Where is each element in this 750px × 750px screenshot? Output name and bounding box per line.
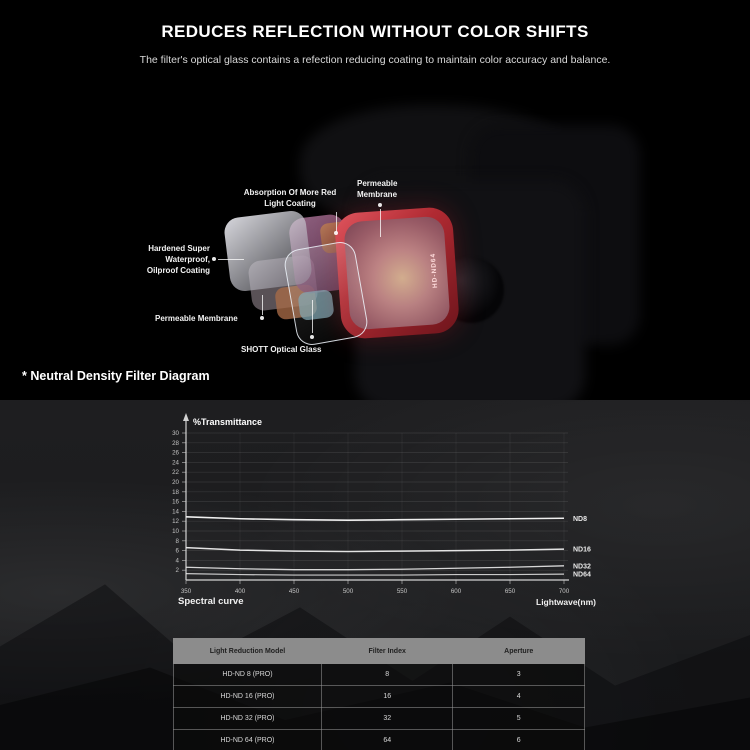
table-row: HD-ND 16 (PRO) 16 4 xyxy=(173,685,585,708)
pointer-dot-permeable-bottom xyxy=(260,316,264,320)
x-tick-label: 650 xyxy=(505,588,516,595)
pointer-dot-hardened xyxy=(212,257,216,261)
table-cell: HD-ND 32 (PRO) xyxy=(173,707,322,730)
y-tick-label: 10 xyxy=(172,528,179,535)
label-shott-optical-glass: SHOTT Optical Glass xyxy=(241,345,322,354)
x-tick-label: 500 xyxy=(343,588,354,595)
series-label-ND8: ND8 xyxy=(573,516,587,523)
table-cell: 8 xyxy=(320,663,454,686)
table-header-cell: Light Reduction Model xyxy=(173,638,322,664)
table-row: HD-ND 32 (PRO) 32 5 xyxy=(173,707,585,730)
pointer-line-hardened xyxy=(218,259,244,260)
y-tick-label: 30 xyxy=(172,430,179,437)
bottom-section: %Transmittance Spectral curve Lightwave(… xyxy=(0,400,750,750)
x-tick-label: 350 xyxy=(181,588,192,595)
label-permeable-membrane-bottom: Permeable Membrane xyxy=(155,314,238,323)
table-row: HD-ND 64 (PRO) 64 6 xyxy=(173,729,585,750)
table-cell: HD-ND 64 (PRO) xyxy=(173,729,322,750)
y-axis-arrow xyxy=(183,413,189,421)
series-label-ND32: ND32 xyxy=(573,563,591,570)
filter-spec-table: Light Reduction Model Filter Index Apertur… xyxy=(173,638,585,750)
pointer-dot-absorption xyxy=(334,231,338,235)
page-subtitle: The filter's optical glass contains a re… xyxy=(139,54,611,66)
pointer-line-absorption xyxy=(336,212,337,232)
series-label-ND16: ND16 xyxy=(573,547,591,554)
hero-photo: HD-ND64 Absorption Of More Red Light Coa… xyxy=(0,85,750,410)
series-line-ND16 xyxy=(185,546,565,553)
pointer-line-permeable-bottom xyxy=(262,295,263,315)
label-absorption-coating: Absorption Of More Red Light Coating xyxy=(243,188,337,208)
y-tick-label: 12 xyxy=(172,518,179,525)
y-tick-label: 22 xyxy=(172,469,179,476)
y-tick-label: 8 xyxy=(176,538,180,545)
chart-corner-label: Spectral curve xyxy=(178,596,243,607)
table-head: Light Reduction Model Filter Index Apertur… xyxy=(173,638,585,664)
label-hardened-coating: Hardened Super Waterproof, Oilproof Coat… xyxy=(146,244,210,275)
series-line-ND32 xyxy=(185,565,565,571)
table-cell: 6 xyxy=(452,729,585,750)
table-cell: 32 xyxy=(320,707,454,730)
top-section: REDUCES REFLECTION WITHOUT COLOR SHIFTS … xyxy=(0,22,750,410)
y-tick-label: 26 xyxy=(172,450,179,457)
series-label-ND64: ND64 xyxy=(573,572,591,579)
chart-x-axis-label: Lightwave(nm) xyxy=(536,597,596,607)
pointer-line-shott xyxy=(312,300,313,333)
y-tick-label: 28 xyxy=(172,440,179,447)
pointer-dot-shott xyxy=(310,335,314,339)
diagram-caption: * Neutral Density Filter Diagram xyxy=(22,369,210,383)
table-cell: 16 xyxy=(320,685,454,708)
spectral-curve-chart: %Transmittance Spectral curve Lightwave(… xyxy=(172,413,596,607)
y-tick-label: 20 xyxy=(172,479,179,486)
y-tick-label: 24 xyxy=(172,459,179,466)
pointer-line-permeable-top xyxy=(380,209,381,237)
chart-title: %Transmittance xyxy=(193,417,262,427)
table-cell: 64 xyxy=(320,729,454,750)
x-tick-label: 700 xyxy=(559,588,570,595)
table-cell: HD-ND 16 (PRO) xyxy=(173,685,322,708)
y-tick-label: 2 xyxy=(176,567,180,574)
label-permeable-membrane-top: Permeable Membrane xyxy=(357,179,398,199)
series-line-ND64 xyxy=(185,573,565,576)
y-tick-label: 16 xyxy=(172,499,179,506)
series-line-ND8 xyxy=(185,515,565,522)
y-tick-label: 14 xyxy=(172,508,179,515)
table-header-cell: Filter Index xyxy=(320,638,454,664)
table-cell: 5 xyxy=(452,707,585,730)
y-tick-label: 18 xyxy=(172,489,179,496)
table-header-cell: Aperture xyxy=(452,638,585,664)
table-cell: HD-ND 8 (PRO) xyxy=(173,663,322,686)
y-tick-label: 4 xyxy=(176,557,180,564)
y-tick-label: 6 xyxy=(176,548,180,555)
table-cell: 3 xyxy=(452,663,585,686)
table-cell: 4 xyxy=(452,685,585,708)
x-tick-label: 400 xyxy=(235,588,246,595)
x-tick-label: 550 xyxy=(397,588,408,595)
x-tick-label: 600 xyxy=(451,588,462,595)
pointer-dot-permeable-top xyxy=(378,203,382,207)
page-title: REDUCES REFLECTION WITHOUT COLOR SHIFTS xyxy=(161,22,589,41)
x-tick-label: 450 xyxy=(289,588,300,595)
table-row: HD-ND 8 (PRO) 8 3 xyxy=(173,663,585,686)
table-body: HD-ND 8 (PRO) 8 3 HD-ND 16 (PRO) 16 4 HD-ND 32… xyxy=(173,663,585,750)
